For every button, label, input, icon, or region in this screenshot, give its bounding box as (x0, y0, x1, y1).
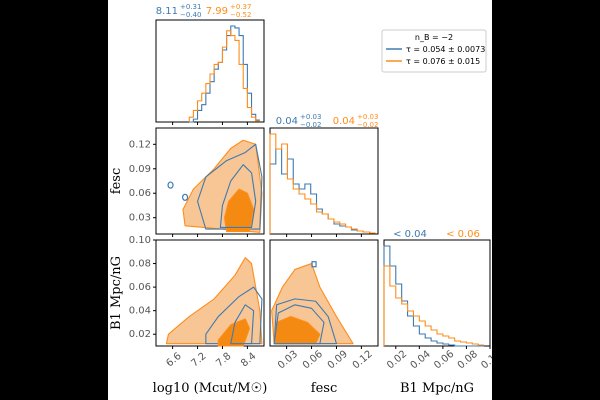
hist-b-orange (383, 265, 485, 346)
xtick-label-b-1: 0.04 (409, 349, 433, 372)
summary-mcut-orange-value: 7.99 (206, 6, 228, 17)
ytick-label-b-2: 0.06 (129, 282, 151, 293)
summary-fesc-blue-value: 0.04 (276, 116, 298, 127)
xlabel-mcut: log10 (Mcut/M☉) (153, 381, 268, 396)
ytick-label-b-4: 0.10 (129, 235, 151, 246)
summary-mcut-blue-value: 8.11 (156, 6, 178, 17)
b_vs_fesc-blue-1sigma (273, 304, 325, 345)
xlabel-fesc: fesc (311, 381, 337, 396)
legend-title: n_B = −2 (415, 33, 453, 42)
xtick-label-fesc-2: 0.09 (326, 349, 350, 372)
summary-mcut-orange-plus: +0.37 (230, 3, 251, 11)
ytick-label-fesc-2: 0.09 (129, 164, 151, 175)
xtick-label-b-3: 0.08 (456, 349, 480, 372)
summary-fesc-blue-minus: −0.02 (300, 121, 321, 129)
panel-frame-1-0 (155, 127, 265, 235)
summary-fesc-orange-plus: +0.03 (357, 113, 378, 121)
summary-mcut-orange-minus: −0.52 (230, 11, 251, 19)
fesc-mcut-blue-island-0 (167, 181, 174, 189)
summary-fesc-orange-minus: −0.02 (357, 121, 378, 129)
b_vs_mcut-blue-1sigma (230, 304, 255, 345)
legend-box (381, 29, 487, 73)
ytick-label-fesc-3: 0.12 (129, 139, 151, 150)
xtick-label-mcut-3: 8.4 (239, 351, 258, 370)
xtick-label-mcut-1: 7.2 (189, 351, 208, 370)
legend-label-0: τ = 0.054 ± 0.0073 (406, 45, 485, 54)
summary-fesc-blue-plus: +0.03 (300, 113, 321, 121)
xtick-label-b-2: 0.06 (432, 349, 456, 372)
ytick-label-b-1: 0.04 (129, 306, 151, 317)
b_vs_mcut-blue-2sigma (205, 286, 263, 345)
xtick-label-fesc-1: 0.06 (301, 349, 325, 372)
xtick-label-fesc-0: 0.03 (276, 349, 300, 372)
b_vs_mcut-orange-1sigma (217, 318, 251, 347)
summary-b-orange: < 0.06 (446, 229, 480, 240)
panel-frame-0-0 (155, 19, 265, 123)
ylabel-fesc: fesc (109, 168, 124, 194)
hist-fesc-blue (269, 148, 376, 234)
ytick-label-b-3: 0.08 (129, 259, 151, 270)
xtick-label-fesc-3: 0.12 (351, 349, 375, 372)
summary-fesc-orange-value: 0.04 (333, 116, 355, 127)
corner-plot: 6.6 7.2 7.8 8.4 0.03 0.03 0.06 0.06 0.09 0.09 0.12… (108, 0, 492, 400)
xtick-label-b-4: 0.10 (479, 349, 492, 372)
hist-b-blue (383, 245, 485, 347)
fesc_vs_mcut-blue-2sigma (196, 143, 263, 230)
summary-mcut-blue-plus: +0.31 (180, 3, 201, 11)
corner-plot-svg: 6.6 7.2 7.8 8.4 0.030.030.060.060.090.090.12… (109, 3, 492, 396)
panel-frame-2-0 (155, 239, 265, 347)
summary-mcut-blue-minus: −0.40 (180, 11, 201, 19)
xtick-label-mcut-0: 6.6 (164, 351, 183, 370)
xlabel-b: B1 Mpc/nG (400, 381, 474, 396)
fesc_vs_mcut-blue-1sigma (219, 164, 257, 229)
panel-frame-2-1 (269, 239, 379, 347)
legend-label-1: τ = 0.076 ± 0.015 (406, 57, 480, 66)
ytick-label-fesc-1: 0.06 (129, 188, 151, 199)
b_vs_fesc-blue-2sigma (273, 298, 338, 345)
fesc-mcut-blue-island-1 (181, 193, 189, 201)
ytick-label-b-0: 0.02 (129, 329, 151, 340)
summary-b-blue: < 0.04 (393, 229, 427, 240)
ylabel-b: B1 Mpc/nG (109, 256, 124, 330)
b-fesc-blue-island (311, 261, 317, 268)
xtick-label-mcut-2: 7.8 (214, 351, 233, 370)
xtick-label-b-0: 0.02 (385, 349, 409, 372)
ytick-label-fesc-0: 0.03 (129, 213, 151, 224)
hist-mcut-orange (188, 30, 260, 122)
hist-mcut-blue (189, 25, 260, 123)
hist-fesc-orange (269, 133, 376, 234)
